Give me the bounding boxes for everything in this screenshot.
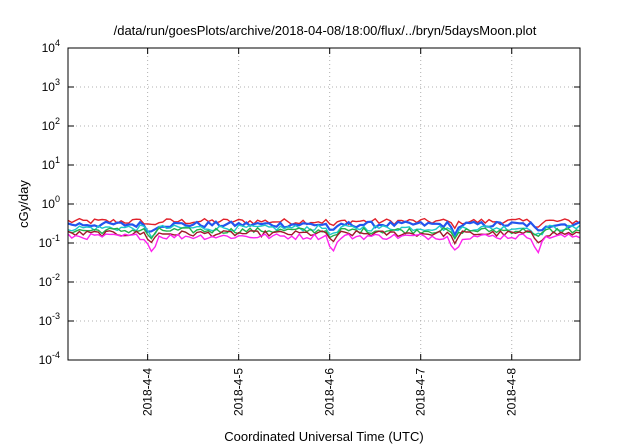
x-tick-label: 2018-4-4 bbox=[141, 368, 155, 416]
y-tick-label: 100 bbox=[42, 194, 60, 211]
y-tick-label: 102 bbox=[42, 116, 60, 133]
series-line-5 bbox=[67, 229, 581, 246]
x-tick-label: 2018-4-5 bbox=[232, 368, 246, 416]
y-tick-label: 10-2 bbox=[39, 272, 60, 289]
chart-title: /data/run/goesPlots/archive/2018-04-08/1… bbox=[114, 23, 537, 38]
series-line-6 bbox=[67, 232, 581, 255]
y-tick-label: 103 bbox=[42, 77, 60, 94]
y-tick-label: 10-3 bbox=[39, 311, 60, 328]
y-axis: 104 103 102 101 100 10-1 10-2 10-3 10-4 bbox=[39, 38, 580, 367]
series-layer bbox=[67, 217, 581, 255]
grid bbox=[68, 48, 580, 360]
y-axis-label: cGy/day bbox=[16, 180, 31, 228]
y-tick-label: 10-4 bbox=[39, 350, 60, 367]
y-tick-label: 101 bbox=[42, 155, 60, 172]
y-tick-label: 10-1 bbox=[39, 233, 60, 250]
x-tick-label: 2018-4-8 bbox=[505, 368, 519, 416]
x-tick-label: 2018-4-7 bbox=[414, 368, 428, 416]
series-line-1 bbox=[67, 217, 581, 230]
x-tick-label: 2018-4-6 bbox=[323, 368, 337, 416]
y-tick-label: 104 bbox=[42, 38, 60, 55]
x-axis: 2018-4-4 2018-4-5 2018-4-6 2018-4-7 2018-4-8 bbox=[141, 48, 519, 416]
x-axis-label: Coordinated Universal Time (UTC) bbox=[224, 429, 423, 444]
series-line-2 bbox=[67, 220, 581, 238]
